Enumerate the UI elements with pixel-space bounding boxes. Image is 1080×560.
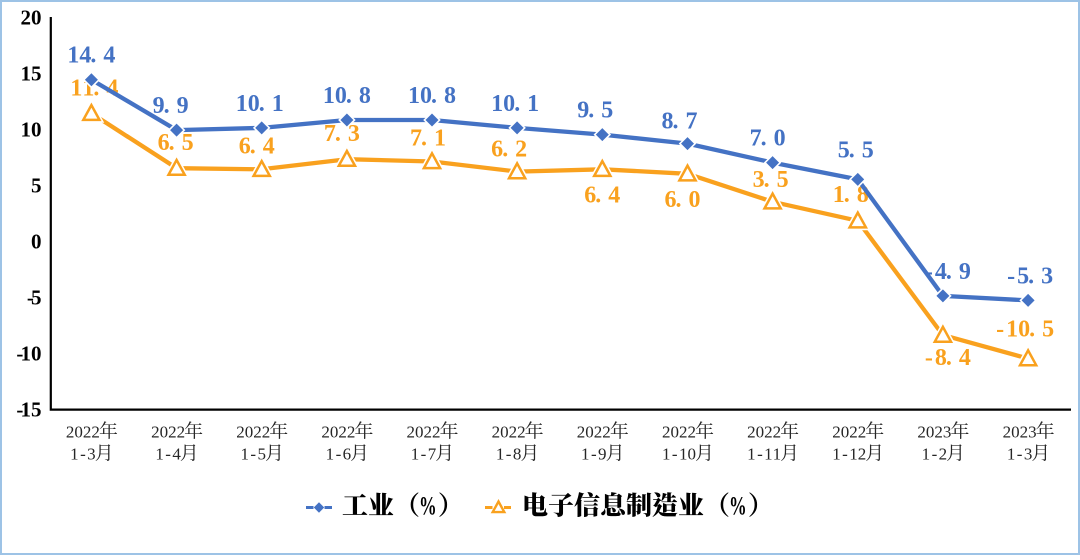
svg-text:2022: 2022: [151, 423, 185, 442]
svg-text:1-5: 1-5: [240, 445, 266, 464]
svg-text:2022: 2022: [407, 423, 441, 442]
svg-text:1-10: 1-10: [662, 445, 696, 464]
svg-text:10.1: 10.1: [491, 91, 539, 117]
svg-text:5: 5: [31, 173, 42, 197]
svg-text:1-3: 1-3: [1007, 445, 1033, 464]
svg-text:15: 15: [21, 61, 42, 85]
svg-text:2023: 2023: [1003, 423, 1037, 442]
svg-text:-10.5: -10.5: [996, 317, 1054, 343]
svg-text:1-9: 1-9: [581, 445, 607, 464]
svg-text:10.1: 10.1: [236, 91, 284, 117]
svg-text:%: %: [419, 491, 437, 520]
svg-text:-5.3: -5.3: [1007, 263, 1053, 289]
svg-text:10: 10: [21, 117, 42, 141]
svg-text:2022: 2022: [66, 423, 100, 442]
svg-text:1-11: 1-11: [747, 445, 781, 464]
svg-text:0: 0: [31, 229, 42, 253]
svg-text:10.8: 10.8: [408, 83, 456, 109]
svg-text:1-2: 1-2: [922, 445, 948, 464]
svg-text:2022: 2022: [236, 423, 270, 442]
svg-text:1-7: 1-7: [411, 445, 437, 464]
svg-text:10.8: 10.8: [323, 83, 371, 109]
svg-text:1-8: 1-8: [496, 445, 521, 464]
svg-text:-10: -10: [16, 341, 41, 365]
svg-text:2023: 2023: [917, 423, 951, 442]
svg-text:20: 20: [21, 5, 42, 29]
svg-text:%: %: [729, 491, 747, 520]
svg-text:2022: 2022: [747, 423, 781, 442]
svg-text:-8.4: -8.4: [925, 345, 971, 371]
svg-text:1-12: 1-12: [832, 445, 866, 464]
svg-text:1-6: 1-6: [326, 445, 352, 464]
svg-text:2022: 2022: [832, 423, 866, 442]
svg-text:-5: -5: [27, 285, 42, 309]
svg-text:-15: -15: [16, 397, 41, 421]
svg-text:2022: 2022: [321, 423, 355, 442]
svg-text:2022: 2022: [577, 423, 611, 442]
svg-text:2022: 2022: [492, 423, 526, 442]
svg-text:14.4: 14.4: [67, 43, 115, 69]
svg-text:2022: 2022: [662, 423, 696, 442]
svg-text:1-3: 1-3: [70, 445, 96, 464]
svg-text:1-4: 1-4: [155, 445, 181, 464]
